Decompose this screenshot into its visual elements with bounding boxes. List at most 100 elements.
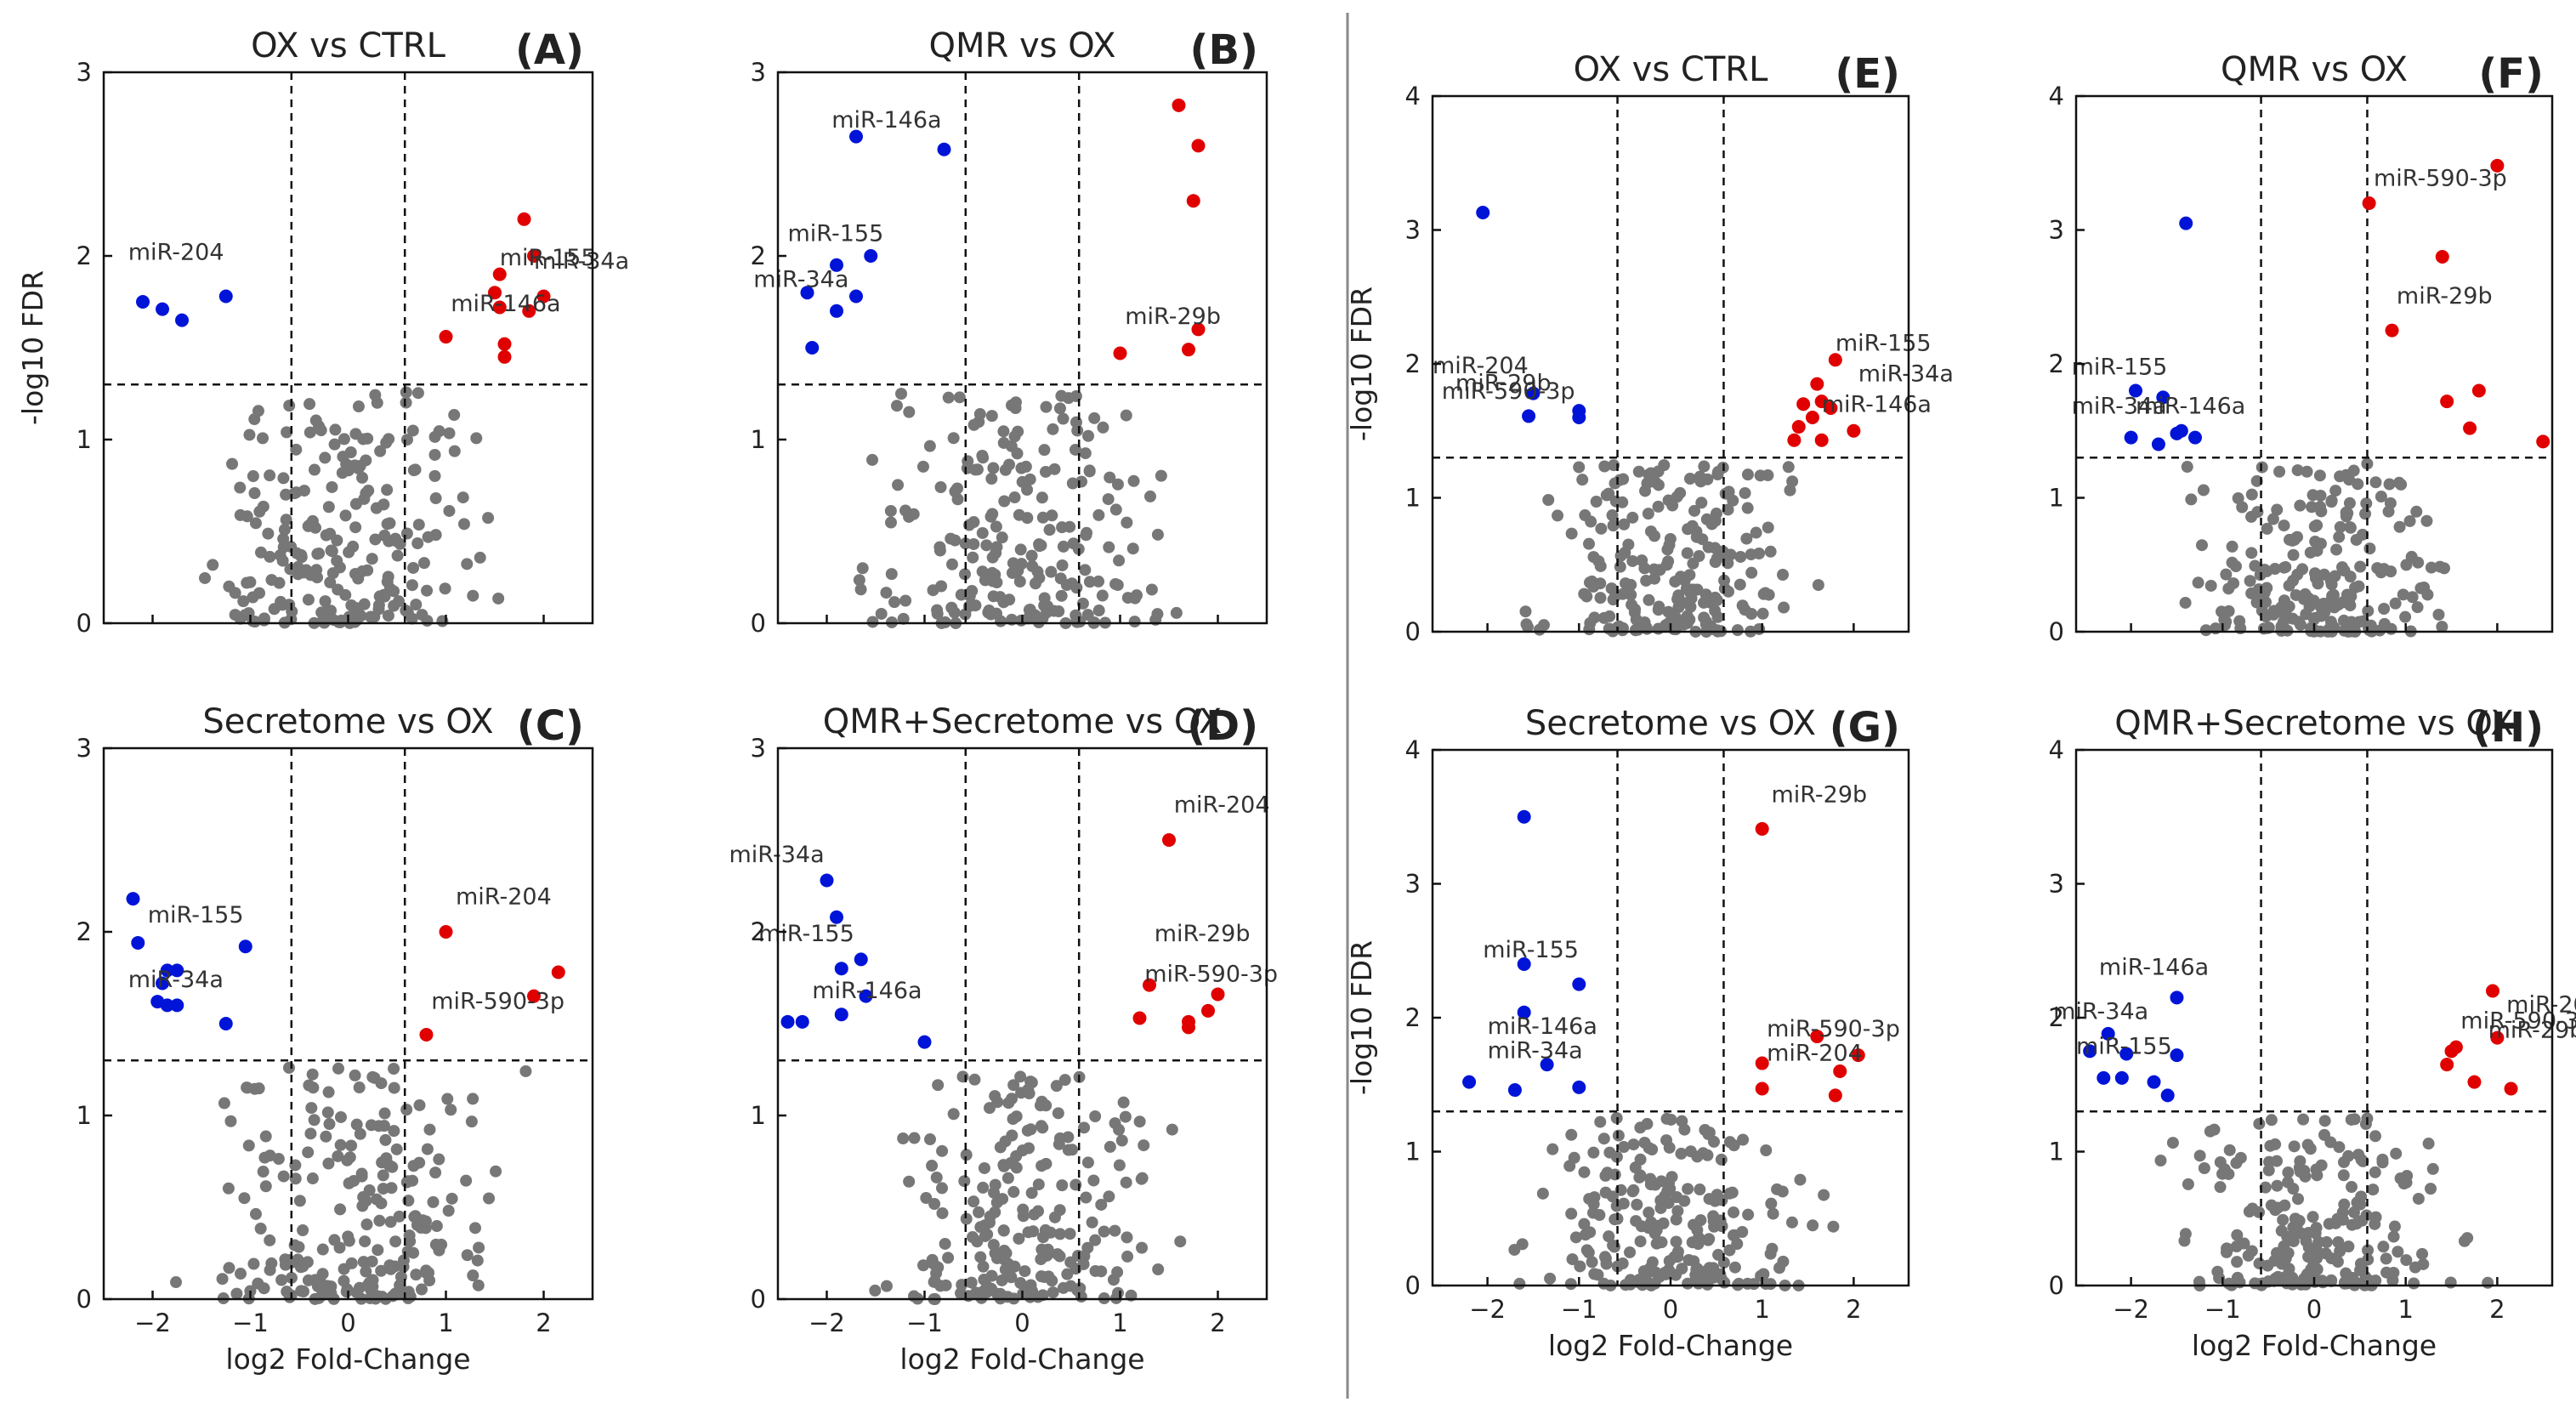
x-tick-label: −1 [1561, 1295, 1597, 1324]
ns-point [933, 541, 946, 553]
ns-point [334, 1110, 347, 1123]
ns-point [2297, 1113, 2310, 1126]
ns-point [428, 448, 441, 461]
ns-point [2326, 597, 2339, 610]
ns-point [923, 440, 936, 452]
ns-point [286, 605, 298, 618]
ns-point [1794, 1173, 1807, 1186]
ns-point [1036, 1160, 1048, 1172]
ns-point [341, 1154, 354, 1166]
down-point [2119, 1047, 2134, 1061]
ns-point [1652, 465, 1665, 478]
ns-point [471, 1254, 484, 1267]
panel-letter: (D) [1187, 702, 1258, 750]
ns-point [2271, 1179, 2284, 1192]
ns-point [428, 430, 441, 443]
up-point [2471, 383, 2486, 398]
ns-point [1036, 491, 1048, 504]
ns-point [1592, 1269, 1604, 1281]
up-point [551, 965, 565, 979]
x-tick-label: 2 [536, 1308, 551, 1337]
ns-point [2253, 1117, 2266, 1130]
ns-point [1014, 1070, 1027, 1083]
ns-point [315, 606, 328, 619]
ns-point [928, 1275, 940, 1288]
ns-point [945, 558, 958, 570]
ns-point [2350, 533, 2363, 546]
ns-point [1121, 1250, 1134, 1263]
ns-point [2252, 593, 2265, 605]
ns-point [385, 1182, 398, 1195]
ns-point [383, 1259, 396, 1272]
panel-title: Secretome vs OX [1525, 704, 1816, 743]
ns-point [2375, 491, 2387, 503]
ns-point [1103, 541, 1115, 553]
ns-point [319, 595, 332, 608]
y-tick-label: 1 [2049, 1138, 2064, 1166]
ns-point [293, 1195, 306, 1207]
ns-point [1036, 612, 1049, 625]
ns-point [1624, 1246, 1637, 1258]
ns-point [1587, 551, 1600, 564]
ns-point [1652, 479, 1665, 491]
down-point [830, 304, 843, 318]
ns-point [388, 1063, 400, 1076]
ns-point [2378, 603, 2391, 616]
up-point [2362, 196, 2376, 210]
ns-point [457, 491, 469, 504]
down-point [238, 939, 252, 954]
up-point [1755, 1081, 1769, 1096]
up-point [517, 212, 531, 226]
ns-point [1812, 579, 1824, 592]
ns-point [986, 508, 999, 520]
ns-point [2232, 492, 2244, 505]
ns-point [1010, 1110, 1023, 1123]
ns-point [234, 481, 247, 494]
down-point [2101, 1026, 2115, 1041]
ns-point [445, 1104, 457, 1116]
ns-point [1707, 1135, 1720, 1148]
ns-point [920, 1192, 933, 1205]
down-point [859, 989, 873, 1003]
y-tick-label: 0 [1405, 617, 1421, 646]
ns-point [2231, 1229, 2244, 1241]
ns-point [2311, 1169, 2324, 1182]
ns-point [2312, 1246, 2325, 1259]
ns-point [353, 1081, 366, 1094]
ns-point [302, 1146, 315, 1159]
y-tick-label: 3 [77, 58, 92, 87]
ns-point [1569, 1231, 1582, 1244]
ns-point [2302, 1226, 2315, 1239]
ns-point [373, 1214, 386, 1227]
ns-point [306, 1172, 319, 1185]
up-point [2486, 984, 2499, 998]
ns-point [903, 406, 916, 418]
down-point [1526, 386, 1540, 400]
ns-point [223, 580, 235, 593]
ns-point [2329, 485, 2342, 497]
ns-point [1727, 1229, 1739, 1242]
ns-point [378, 590, 391, 603]
up-point [2440, 394, 2454, 409]
ns-point [1650, 1237, 1663, 1250]
ns-point [2220, 568, 2233, 581]
ns-point [1111, 478, 1124, 491]
ns-point [1587, 1198, 1600, 1211]
ns-point [473, 1241, 485, 1254]
ns-point [295, 548, 308, 561]
mirna-label: miR-29b [1125, 304, 1221, 330]
ns-point [2178, 1235, 2191, 1247]
y-tick-label: 1 [1405, 1138, 1421, 1166]
x-tick-label: −1 [2204, 1295, 2241, 1324]
ns-point [1764, 545, 1777, 558]
ns-point [1641, 622, 1654, 635]
ns-point [1055, 389, 1068, 402]
ns-point [1079, 447, 1092, 460]
ns-point [409, 463, 422, 476]
ns-point [428, 469, 441, 482]
ns-point [1035, 1253, 1047, 1266]
ns-point [316, 1243, 329, 1256]
ns-point [1607, 1239, 1620, 1252]
ns-point [1565, 1207, 1578, 1220]
